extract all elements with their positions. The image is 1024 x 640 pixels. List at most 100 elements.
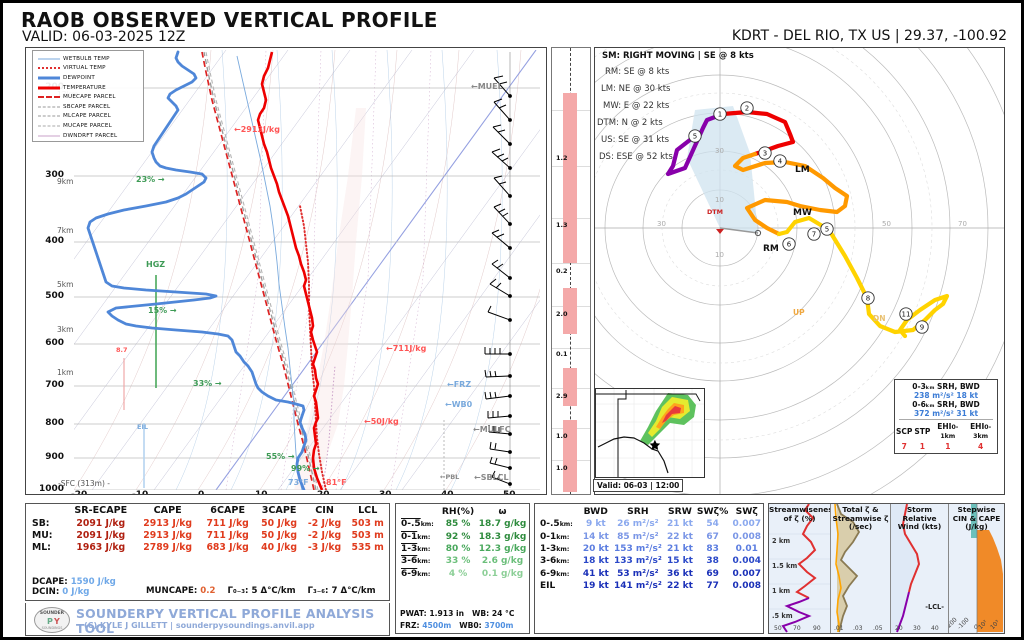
pressure-tick: 1000: [38, 484, 64, 494]
col-header: BWD: [583, 506, 608, 517]
dcape-value: 1590 J/kg: [70, 577, 116, 587]
legend-item: WETBULB TEMP: [35, 54, 141, 64]
legend-item: DEWPOINT: [35, 73, 141, 83]
lm-marker-label: LM: [795, 165, 810, 175]
annotation-wb0: ←WB0: [445, 400, 473, 409]
profile-panel-stepwise-cape[interactable]: Stepwise CIN & CAPE (J/kg) -200 -100 0 10²…: [949, 504, 1004, 633]
cape-strip-value: 0.1: [556, 350, 568, 358]
ring-label: 70: [958, 220, 967, 228]
col-header: SRW: [668, 506, 692, 517]
lapse-03-value: 5 Δ°C/km: [251, 586, 296, 596]
legend-item: MUCAPE PARCEL: [35, 121, 141, 131]
legend-item: MUECAPE PARCEL: [35, 92, 141, 102]
swz-value: 0.007: [732, 519, 761, 530]
index-head: EHI0-3km: [970, 422, 992, 440]
row-label: 3-6km:: [401, 556, 431, 567]
cape-strip-value: 1.3: [556, 221, 568, 229]
cell-value: 1963 J/kg: [76, 541, 126, 553]
svg-text:6: 6: [787, 241, 792, 249]
cape-strip-value: 1.0: [556, 432, 568, 440]
bwd-value: 41 kt: [582, 568, 609, 579]
legend-swatch-mucape: [35, 121, 63, 130]
svg-text:4: 4: [778, 158, 783, 166]
wb0-value: 3700m: [484, 621, 514, 630]
kinematics-table: BWD SRH SRW SWζ% SWζ 0-.5km: 9 kt 26 m²/…: [535, 504, 763, 592]
swz-value: 0.004: [732, 556, 761, 567]
rm-marker-label: RM: [763, 244, 779, 254]
storm-motion-line: SM: RIGHT MOVING | SE @ 8 kts: [602, 51, 754, 61]
profile-panel-srwind[interactable]: Storm Relative Wind (kts) -LCL- 20 30 40: [891, 504, 949, 633]
mini-profile-panels: Streamwiseness of ζ (%) 2 km 1.5 km 1 km …: [768, 503, 1005, 634]
cell-value: 50 J/kg: [261, 529, 298, 541]
legend-label: DWNDRFT PARCEL: [63, 132, 118, 139]
bwd-value: 18 kt: [582, 556, 609, 567]
svg-text:3: 3: [763, 150, 767, 158]
annotation-eil: EIL: [137, 423, 149, 431]
table-row: 0-1km: 92 % 18.3 g/kg: [396, 530, 529, 542]
mixing-ratio-value: 18.3 g/kg: [478, 531, 527, 542]
col-header: 3CAPE: [261, 505, 297, 516]
height-label: .5 km: [772, 612, 793, 620]
lapse-36-value: 7 Δ°C/km: [331, 586, 376, 596]
legend-item: SBCAPE PARCEL: [35, 102, 141, 112]
legend-label: VIRTUAL TEMP: [63, 65, 106, 72]
index-value: 1: [945, 442, 951, 451]
lapse-03-label: Γ₀₋₃:: [227, 586, 249, 596]
radar-map-inset[interactable]: [595, 388, 705, 478]
cell-value: 683 J/kg: [206, 541, 249, 553]
srw-value: 15 kt: [666, 556, 693, 567]
legend-swatch-wetbulb: [35, 54, 63, 63]
annotation-pbl: ←PBL: [440, 473, 460, 481]
muncape-label: MUNCAPE:: [146, 586, 198, 596]
row-label: 0-.5km:: [540, 519, 573, 530]
logo-top-text: SOUNDER: [39, 611, 65, 616]
table-row: 0-1km: 14 kt 85 m²/s² 22 kt 67 0.008: [535, 530, 763, 542]
temp-tick: 40: [441, 490, 454, 495]
legend-label: DEWPOINT: [63, 74, 95, 81]
axis-tick: .01: [834, 625, 844, 632]
dcape-label: DCAPE:: [32, 577, 68, 587]
col-header: CAPE: [153, 505, 182, 516]
svg-text:9: 9: [920, 324, 924, 332]
composite-index-table: SCP STP EHI0-1km EHI0-3km 7 1 1 4: [895, 421, 997, 452]
swzpct-value: 38: [706, 556, 719, 567]
storm-motion-line: DTM: N @ 2 kts: [597, 118, 663, 128]
table-row: 0-.5km: 9 kt 26 m²/s² 21 kt 54 0.007: [535, 518, 763, 530]
legend-swatch-temperature: [35, 83, 63, 92]
storm-motion-line: LM: NE @ 30 kts: [601, 84, 671, 94]
profile-panel-vorticity[interactable]: Total ζ & Streamwise ζ (/sec) .01 .03 .05: [831, 504, 891, 633]
cape-strip-value: 2.0: [556, 310, 568, 318]
index-value: 1: [919, 442, 926, 451]
axis-tick: 0: [974, 624, 978, 631]
srh-value: 133 m²/s²: [613, 556, 662, 567]
col-header: CIN: [315, 505, 334, 516]
extra-indices-row: MUNCAPE: 0.2 Γ₀₋₃: 5 Δ°C/km Γ₃₋₆: 7 Δ°C/…: [146, 586, 376, 596]
temp-tick: 10: [255, 490, 268, 495]
bwd-value: 14 kt: [582, 531, 609, 542]
ring-label: 30: [715, 147, 724, 155]
cell-value: 2091 J/kg: [76, 529, 126, 541]
annotation-frz: ←FRZ: [447, 380, 472, 389]
dcape-row: DCAPE: 1590 J/kg DCIN: 0 J/kg: [32, 577, 116, 597]
rh-value: 4 %: [448, 568, 468, 579]
frz-row: FRZ: 4500m WB0: 3700m: [400, 621, 513, 630]
ring-label: 50: [882, 220, 891, 228]
col-header: ω: [498, 506, 507, 517]
cape-strip-value: 1.2: [556, 154, 568, 162]
hodograph[interactable]: 1 2 3 4 5 6 7 8 9 11 5 SM: RIGHT MOVING …: [594, 47, 1005, 495]
temp-tick: 20: [317, 490, 330, 495]
annotation-hgz: HGZ: [146, 260, 166, 269]
row-label: 1-3km:: [401, 543, 431, 554]
cell-value: 711 J/kg: [206, 529, 249, 541]
wb0-label: WB0:: [459, 621, 482, 630]
row-label: 3-6km:: [540, 556, 570, 567]
storm-motion-line: RM: SE @ 8 kts: [605, 67, 670, 77]
wb-value: 24 °C: [491, 609, 515, 618]
srw-value: 21 kt: [666, 543, 693, 554]
thermo-table: SR-ECAPE CAPE 6CAPE 3CAPE CIN LCL SB: 20…: [26, 504, 389, 553]
table-row: 0-.5km: 85 % 18.7 g/kg: [396, 518, 529, 530]
skewt-diagram[interactable]: WETBULB TEMP VIRTUAL TEMP DEWPOINT TEMPE…: [25, 47, 547, 495]
profile-panel-streamwiseness[interactable]: Streamwiseness of ζ (%) 2 km 1.5 km 1 km …: [769, 504, 831, 633]
brand-credit[interactable]: (C) KYLE J GILLETT | sounderpysoundings.…: [84, 621, 315, 630]
